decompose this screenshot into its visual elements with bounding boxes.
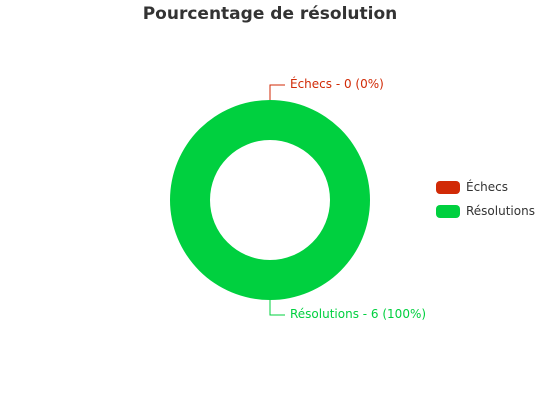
callout-label-0: Échecs - 0 (0%) <box>290 76 384 91</box>
callout-label-1: Résolutions - 6 (100%) <box>290 307 426 321</box>
callout-line-0 <box>269 84 285 100</box>
legend-swatch-0[interactable] <box>436 181 460 194</box>
legend-label-0[interactable]: Échecs <box>466 179 508 194</box>
chart-legend[interactable]: Échecs Résolutions <box>436 179 535 218</box>
donut-slice-1[interactable] <box>170 100 370 300</box>
legend-label-1[interactable]: Résolutions <box>466 204 535 218</box>
callout-line-1 <box>269 300 285 316</box>
donut-layer <box>170 100 370 300</box>
chart-title: Pourcentage de résolution <box>143 4 398 24</box>
callouts-layer: Échecs - 0 (0%) Résolutions - 6 (100%) <box>269 76 426 321</box>
legend-swatch-1[interactable] <box>436 205 460 218</box>
